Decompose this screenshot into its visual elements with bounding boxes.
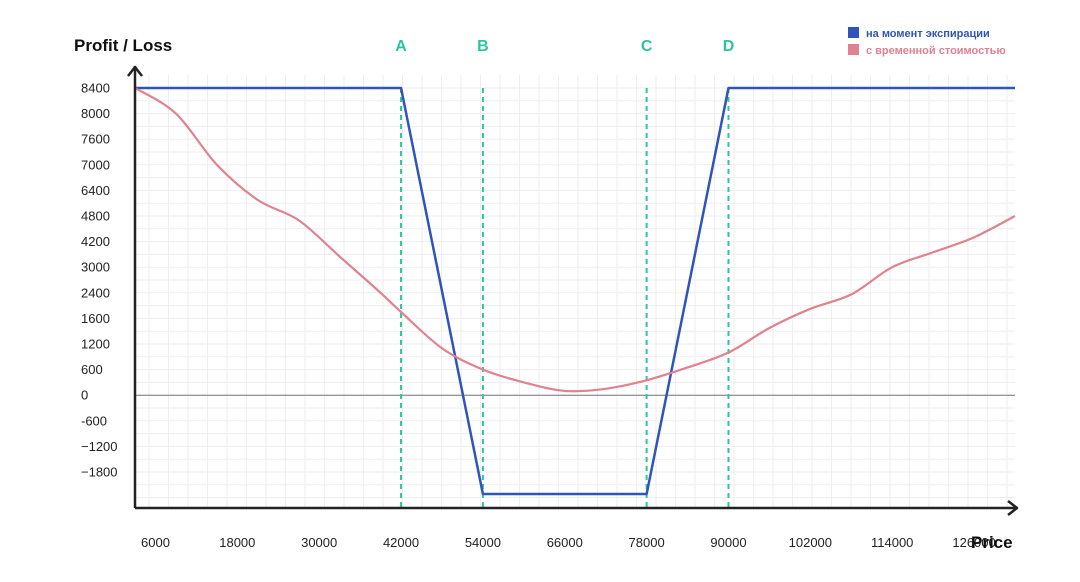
legend-label: на момент экспирации: [866, 28, 990, 40]
y-ticks: 8400 8000 7600 7000 6400 4800 4200 3000 2400 1600…: [81, 81, 118, 480]
legend-label: с временной стоимостью: [866, 45, 1006, 57]
y-axis-title: Profit / Loss: [74, 36, 172, 55]
y-tick-label: 1600: [81, 311, 110, 326]
x-tick-label: 126000: [952, 535, 995, 550]
markers: A B C D: [395, 38, 734, 508]
legend-swatch: [848, 44, 859, 55]
x-ticks: 6000 18000 30000 42000 54000 66000 78000 90000 1…: [141, 535, 996, 550]
y-tick-label: −1800: [81, 465, 118, 480]
legend-swatch: [848, 27, 859, 38]
y-tick-label: 4200: [81, 234, 110, 249]
x-tick-label: 78000: [629, 535, 665, 550]
series: [134, 86, 1016, 496]
marker-label-d: D: [723, 38, 735, 55]
y-tick-label: 3000: [81, 260, 110, 275]
grid: [135, 75, 1015, 508]
y-tick-label: 1200: [81, 337, 110, 352]
x-axis-title: Price: [971, 533, 1013, 552]
y-tick-label: -600: [81, 413, 107, 428]
y-tick-label: 2400: [81, 285, 110, 300]
series-line-expiry: [135, 86, 1015, 496]
x-tick-label: 42000: [383, 535, 419, 550]
x-tick-label: 18000: [219, 535, 255, 550]
x-tick-label: 90000: [710, 535, 746, 550]
y-axis-arrow: [127, 65, 143, 77]
y-tick-label: 0: [81, 388, 88, 403]
x-tick-label: 54000: [465, 535, 501, 550]
y-tick-label: 7600: [81, 132, 110, 147]
x-axis-arrow: [1007, 500, 1019, 516]
x-tick-label: 6000: [141, 535, 170, 550]
y-tick-label: −1200: [81, 439, 118, 454]
marker-label-a: A: [395, 38, 407, 55]
marker-label-c: C: [641, 38, 653, 55]
y-tick-label: 600: [81, 362, 103, 377]
marker-label-b: B: [477, 38, 489, 55]
y-tick-label: 7000: [81, 157, 110, 172]
legend: на момент экспирации с временной стоимост…: [848, 27, 1006, 57]
y-tick-label: 4800: [81, 209, 110, 224]
series-line-time-value: [134, 87, 1016, 393]
x-tick-label: 102000: [789, 535, 832, 550]
y-tick-label: 8000: [81, 106, 110, 121]
x-tick-label: 66000: [547, 535, 583, 550]
x-tick-label: 30000: [301, 535, 337, 550]
y-tick-label: 8400: [81, 81, 110, 96]
x-tick-label: 114000: [871, 535, 913, 550]
y-tick-label: 6400: [81, 183, 110, 198]
axes: [127, 65, 1019, 516]
